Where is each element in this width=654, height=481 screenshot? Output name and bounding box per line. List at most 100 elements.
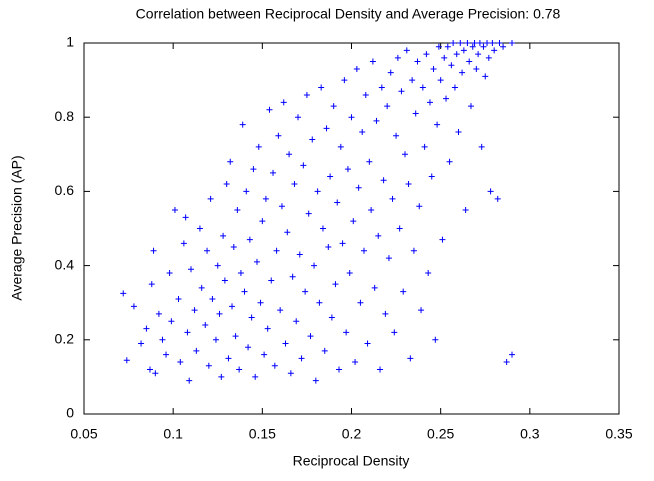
point (120, 290, 127, 297)
point (441, 54, 448, 61)
point (426, 99, 433, 106)
point (275, 132, 282, 139)
point (466, 58, 473, 65)
point (503, 359, 510, 366)
point (152, 370, 159, 377)
point (478, 143, 485, 150)
point (230, 244, 237, 251)
point (414, 58, 421, 65)
point (409, 77, 416, 84)
point (419, 84, 426, 91)
point (177, 359, 184, 366)
point (220, 232, 227, 239)
point (352, 359, 359, 366)
point (311, 262, 318, 269)
y-tick-label: 0 (66, 405, 74, 421)
point (280, 99, 287, 106)
point (148, 281, 155, 288)
point (257, 299, 264, 306)
point (380, 177, 387, 184)
point (396, 225, 403, 232)
point (453, 51, 460, 58)
point (357, 299, 364, 306)
point (316, 299, 323, 306)
x-tick-label: 0.1 (163, 426, 183, 442)
point (451, 84, 458, 91)
y-tick-label: 0.2 (55, 331, 75, 347)
point (218, 373, 225, 380)
point (255, 143, 262, 150)
point (430, 65, 437, 72)
point (484, 40, 491, 46)
point (446, 158, 453, 165)
point (207, 195, 214, 202)
point (295, 114, 301, 121)
point (323, 125, 330, 132)
point (234, 206, 241, 213)
point (245, 344, 252, 351)
point (471, 40, 478, 46)
point (204, 247, 211, 254)
point (350, 218, 357, 225)
point (428, 173, 435, 180)
point (253, 258, 260, 265)
point (480, 43, 487, 50)
point (393, 132, 400, 139)
point (336, 366, 343, 373)
point (366, 158, 373, 165)
point (243, 188, 250, 195)
point (277, 307, 284, 314)
point (418, 307, 425, 314)
y-tick-label: 0.6 (55, 182, 75, 198)
point (448, 62, 455, 69)
point (364, 340, 371, 347)
point (403, 47, 410, 54)
point (416, 203, 423, 210)
point (286, 151, 293, 158)
point (348, 114, 355, 121)
point (371, 284, 378, 291)
point (344, 166, 351, 173)
point (171, 206, 178, 213)
point (205, 362, 212, 369)
point (303, 91, 310, 98)
x-tick-label: 0.05 (70, 426, 97, 442)
point (327, 173, 334, 180)
point (400, 288, 407, 295)
point (394, 54, 401, 61)
point (330, 103, 337, 110)
point (150, 247, 157, 254)
point (159, 336, 166, 343)
point (186, 377, 193, 384)
point (343, 329, 350, 336)
point (184, 329, 191, 336)
point (509, 40, 515, 46)
point (353, 65, 360, 72)
point (496, 40, 503, 46)
point (216, 310, 223, 317)
point (268, 277, 275, 284)
point (360, 247, 367, 254)
point (284, 229, 291, 236)
point (246, 236, 253, 243)
point (476, 40, 483, 46)
point (314, 188, 321, 195)
point (188, 266, 194, 273)
point (339, 240, 346, 247)
x-tick-label: 0.35 (605, 426, 632, 442)
point (191, 307, 198, 314)
point (509, 351, 515, 358)
point (375, 232, 382, 239)
point (334, 199, 341, 206)
point (432, 336, 439, 343)
point (332, 281, 339, 288)
point (435, 43, 442, 50)
point (282, 340, 289, 347)
point (259, 218, 266, 225)
point (368, 206, 375, 213)
point (305, 210, 312, 217)
point (341, 77, 348, 84)
point (318, 84, 325, 91)
